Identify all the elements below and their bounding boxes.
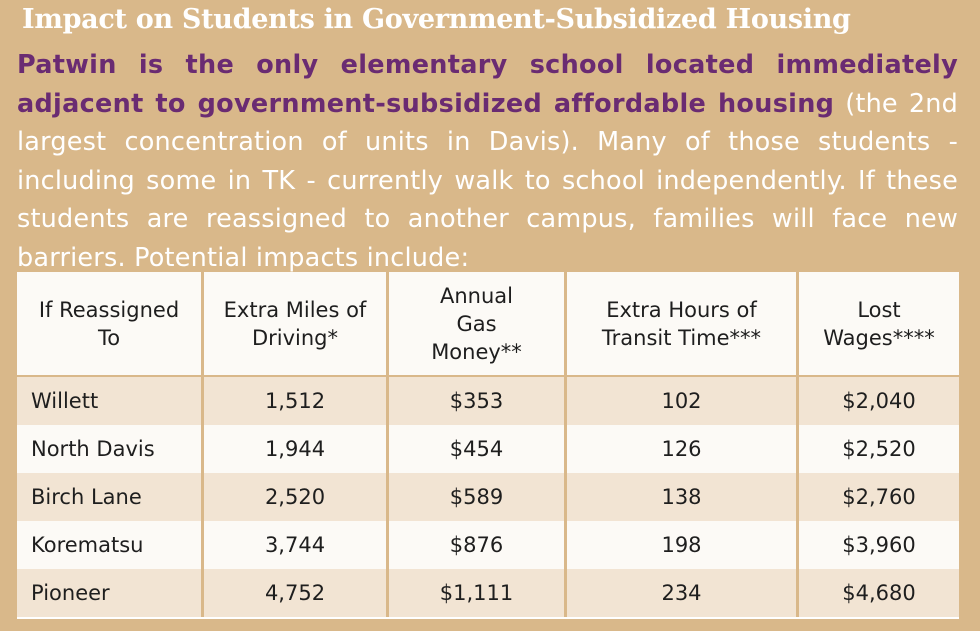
cell-wages: $2,040 (796, 377, 959, 425)
table-header-row: If Reassigned To Extra Miles of Driving*… (17, 272, 959, 377)
cell-wages: $2,520 (796, 425, 959, 473)
intro-highlight: Patwin is the only elementary school loc… (17, 50, 958, 119)
header-transit-time: Extra Hours of Transit Time*** (564, 272, 796, 377)
cell-school: Korematsu (17, 521, 201, 569)
table-row: Willett 1,512 $353 102 $2,040 (17, 377, 959, 425)
cell-gas: $454 (386, 425, 564, 473)
page-title: Impact on Students in Government-Subsidi… (22, 4, 851, 35)
header-reassigned-to: If Reassigned To (17, 272, 201, 377)
cell-school: Pioneer (17, 569, 201, 617)
intro-text: (the 2nd largest concentration of units … (17, 88, 958, 273)
cell-hours: 198 (564, 521, 796, 569)
header-lost-wages: Lost Wages**** (796, 272, 959, 377)
cell-gas: $876 (386, 521, 564, 569)
impact-table-container: If Reassigned To Extra Miles of Driving*… (17, 272, 959, 619)
cell-wages: $2,760 (796, 473, 959, 521)
cell-gas: $353 (386, 377, 564, 425)
cell-miles: 1,944 (201, 425, 386, 473)
cell-school: North Davis (17, 425, 201, 473)
cell-wages: $3,960 (796, 521, 959, 569)
table-row: Birch Lane 2,520 $589 138 $2,760 (17, 473, 959, 521)
table-row: North Davis 1,944 $454 126 $2,520 (17, 425, 959, 473)
cell-miles: 4,752 (201, 569, 386, 617)
impact-table: If Reassigned To Extra Miles of Driving*… (17, 272, 959, 617)
cell-wages: $4,680 (796, 569, 959, 617)
cell-hours: 234 (564, 569, 796, 617)
cell-hours: 126 (564, 425, 796, 473)
cell-miles: 2,520 (201, 473, 386, 521)
cell-school: Willett (17, 377, 201, 425)
cell-school: Birch Lane (17, 473, 201, 521)
intro-paragraph: Patwin is the only elementary school loc… (17, 46, 958, 277)
cell-hours: 138 (564, 473, 796, 521)
cell-miles: 3,744 (201, 521, 386, 569)
cell-miles: 1,512 (201, 377, 386, 425)
header-gas-money: Annual Gas Money** (386, 272, 564, 377)
cell-gas: $589 (386, 473, 564, 521)
table-row: Korematsu 3,744 $876 198 $3,960 (17, 521, 959, 569)
table-row: Pioneer 4,752 $1,111 234 $4,680 (17, 569, 959, 617)
cell-hours: 102 (564, 377, 796, 425)
header-extra-miles: Extra Miles of Driving* (201, 272, 386, 377)
cell-gas: $1,111 (386, 569, 564, 617)
